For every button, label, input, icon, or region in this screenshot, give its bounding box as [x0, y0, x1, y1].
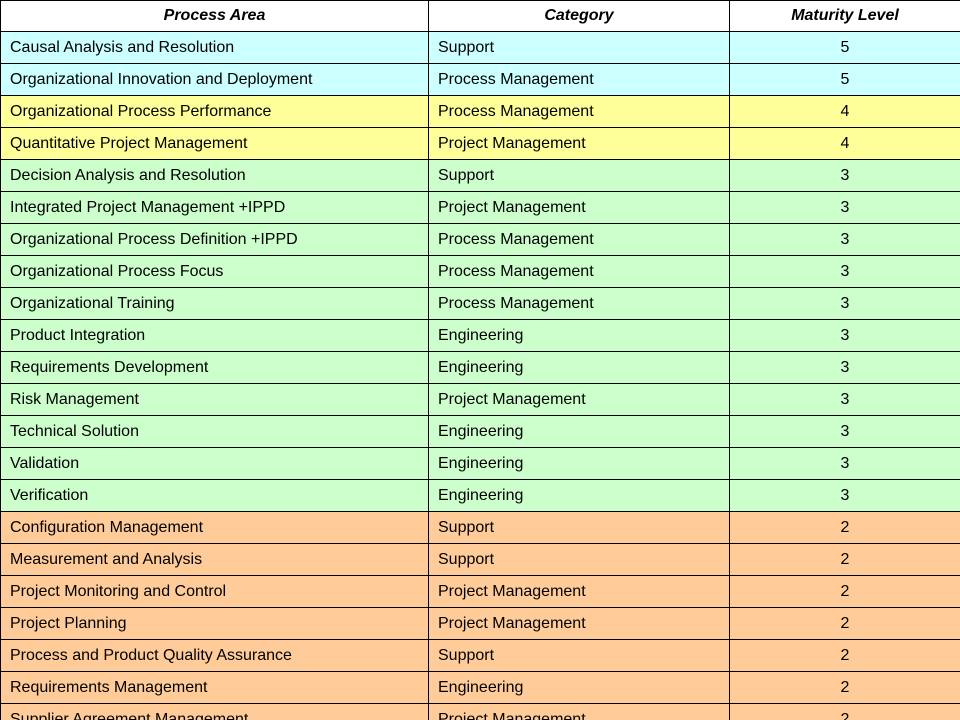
- process-area-cell: Process and Product Quality Assurance: [0, 639, 429, 672]
- maturity-level-cell: 3: [729, 415, 960, 448]
- category-cell: Support: [428, 511, 730, 544]
- maturity-level-cell: 5: [729, 31, 960, 64]
- category-cell: Process Management: [428, 63, 730, 96]
- category-cell: Engineering: [428, 319, 730, 352]
- process-area-cell: Organizational Innovation and Deployment: [0, 63, 429, 96]
- maturity-level-cell: 2: [729, 639, 960, 672]
- table-row: Quantitative Project Management Project M…: [0, 127, 960, 160]
- category-cell: Process Management: [428, 95, 730, 128]
- category-cell: Project Management: [428, 383, 730, 416]
- table-row: Organizational Innovation and Deployment…: [0, 63, 960, 96]
- table-row: Project Planning Project Management 2: [0, 607, 960, 640]
- maturity-level-cell: 3: [729, 447, 960, 480]
- table-row: Project Monitoring and Control Project Ma…: [0, 575, 960, 608]
- process-area-cell: Organizational Process Definition +IPPD: [0, 223, 429, 256]
- maturity-level-cell: 2: [729, 543, 960, 576]
- table-row: Measurement and Analysis Support 2: [0, 543, 960, 576]
- maturity-level-cell: 2: [729, 575, 960, 608]
- maturity-level-cell: 3: [729, 191, 960, 224]
- table-row: Process and Product Quality Assurance Sup…: [0, 639, 960, 672]
- table-row: Organizational Process Focus Process Mana…: [0, 255, 960, 288]
- process-area-cell: Validation: [0, 447, 429, 480]
- process-area-cell: Project Monitoring and Control: [0, 575, 429, 608]
- table-row: Decision Analysis and Resolution Support 3: [0, 159, 960, 192]
- category-cell: Process Management: [428, 255, 730, 288]
- category-cell: Engineering: [428, 415, 730, 448]
- maturity-level-cell: 2: [729, 703, 960, 720]
- maturity-level-cell: 3: [729, 319, 960, 352]
- table-body: Causal Analysis and Resolution Support 5 Or…: [0, 31, 960, 720]
- process-area-cell: Organizational Training: [0, 287, 429, 320]
- category-cell: Support: [428, 639, 730, 672]
- maturity-level-cell: 3: [729, 287, 960, 320]
- category-cell: Engineering: [428, 479, 730, 512]
- process-area-cell: Supplier Agreement Management: [0, 703, 429, 720]
- process-area-cell: Decision Analysis and Resolution: [0, 159, 429, 192]
- process-area-cell: Requirements Development: [0, 351, 429, 384]
- process-area-cell: Product Integration: [0, 319, 429, 352]
- process-area-cell: Requirements Management: [0, 671, 429, 704]
- category-cell: Process Management: [428, 223, 730, 256]
- table-row: Requirements Development Engineering 3: [0, 351, 960, 384]
- table-row: Supplier Agreement Management Project Man…: [0, 703, 960, 720]
- category-cell: Support: [428, 543, 730, 576]
- table-row: Validation Engineering 3: [0, 447, 960, 480]
- table-row: Causal Analysis and Resolution Support 5: [0, 31, 960, 64]
- category-cell: Engineering: [428, 447, 730, 480]
- maturity-level-cell: 3: [729, 351, 960, 384]
- maturity-level-cell: 3: [729, 383, 960, 416]
- maturity-level-cell: 2: [729, 671, 960, 704]
- maturity-level-cell: 2: [729, 511, 960, 544]
- category-cell: Process Management: [428, 287, 730, 320]
- category-cell: Support: [428, 31, 730, 64]
- category-cell: Project Management: [428, 703, 730, 720]
- maturity-level-cell: 4: [729, 127, 960, 160]
- header-category: Category: [428, 0, 730, 32]
- category-cell: Engineering: [428, 671, 730, 704]
- table-row: Risk Management Project Management 3: [0, 383, 960, 416]
- category-cell: Project Management: [428, 127, 730, 160]
- process-area-cell: Technical Solution: [0, 415, 429, 448]
- process-area-cell: Integrated Project Management +IPPD: [0, 191, 429, 224]
- table-row: Organizational Process Performance Proces…: [0, 95, 960, 128]
- process-area-cell: Project Planning: [0, 607, 429, 640]
- header-process-area: Process Area: [0, 0, 429, 32]
- category-cell: Project Management: [428, 607, 730, 640]
- category-cell: Support: [428, 159, 730, 192]
- process-area-cell: Configuration Management: [0, 511, 429, 544]
- header-maturity-level: Maturity Level: [729, 0, 960, 32]
- process-area-cell: Verification: [0, 479, 429, 512]
- table-row: Product Integration Engineering 3: [0, 319, 960, 352]
- process-area-cell: Organizational Process Performance: [0, 95, 429, 128]
- maturity-level-cell: 3: [729, 255, 960, 288]
- table-row: Technical Solution Engineering 3: [0, 415, 960, 448]
- table-row: Integrated Project Management +IPPD Proje…: [0, 191, 960, 224]
- table-row: Organizational Process Definition +IPPD P…: [0, 223, 960, 256]
- maturity-level-cell: 4: [729, 95, 960, 128]
- table-header-row: Process Area Category Maturity Level: [0, 0, 960, 32]
- process-area-cell: Measurement and Analysis: [0, 543, 429, 576]
- process-area-cell: Quantitative Project Management: [0, 127, 429, 160]
- category-cell: Engineering: [428, 351, 730, 384]
- maturity-level-cell: 3: [729, 223, 960, 256]
- maturity-level-cell: 3: [729, 159, 960, 192]
- table-row: Organizational Training Process Managemen…: [0, 287, 960, 320]
- maturity-level-cell: 5: [729, 63, 960, 96]
- process-area-cell: Causal Analysis and Resolution: [0, 31, 429, 64]
- maturity-level-cell: 3: [729, 479, 960, 512]
- table-row: Configuration Management Support 2: [0, 511, 960, 544]
- process-area-cell: Organizational Process Focus: [0, 255, 429, 288]
- process-area-cell: Risk Management: [0, 383, 429, 416]
- table-row: Verification Engineering 3: [0, 479, 960, 512]
- maturity-level-cell: 2: [729, 607, 960, 640]
- table-row: Requirements Management Engineering 2: [0, 671, 960, 704]
- category-cell: Project Management: [428, 575, 730, 608]
- category-cell: Project Management: [428, 191, 730, 224]
